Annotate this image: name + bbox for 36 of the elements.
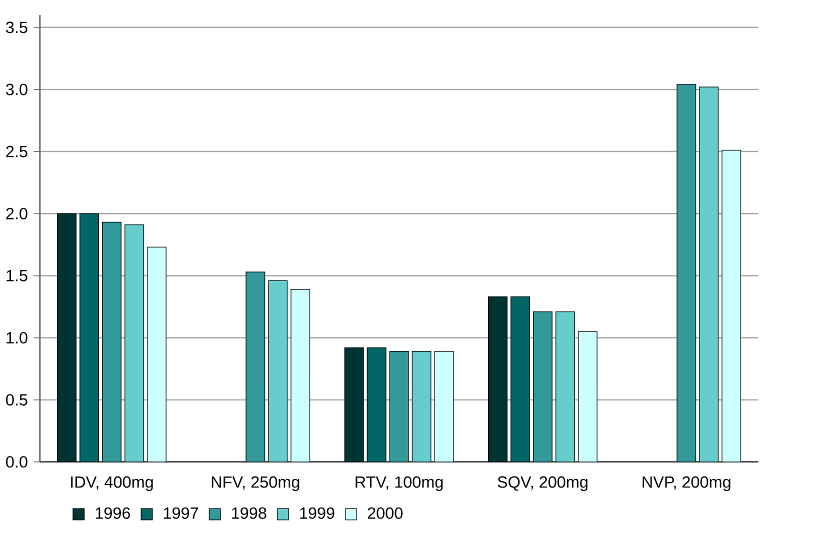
legend-label: 1999 (300, 507, 334, 519)
bar (246, 272, 266, 462)
bar (510, 296, 530, 462)
bar (268, 280, 288, 462)
bar (699, 86, 719, 462)
x-tick-label: SQV, 200mg (498, 476, 588, 492)
bar (290, 289, 310, 462)
x-tick-label: IDV, 400mg (71, 476, 153, 492)
y-tick-label: 3.5 (6, 22, 28, 34)
bar (412, 351, 432, 462)
y-tick-label: 1.0 (6, 332, 28, 344)
bar (389, 351, 409, 462)
y-tick-label: 3.0 (6, 84, 28, 96)
legend-label: 1996 (96, 507, 130, 519)
bar (555, 311, 575, 462)
x-tick-label: NVP, 200mg (642, 476, 730, 492)
bar (722, 150, 742, 462)
bar (124, 224, 144, 462)
bar (366, 347, 386, 462)
bar (80, 213, 99, 462)
y-tick-label: 2.5 (6, 146, 28, 158)
bar (146, 246, 166, 462)
y-tick-label: 0.5 (6, 394, 28, 406)
legend-label: 1997 (164, 507, 198, 519)
legend-label: 1998 (232, 507, 266, 519)
bar (434, 351, 454, 462)
bar (578, 331, 598, 462)
x-tick-label: NFV, 250mg (212, 476, 300, 492)
x-tick-label: RTV, 100mg (356, 476, 443, 492)
y-tick-label: 2.0 (6, 208, 28, 220)
bar (102, 222, 122, 462)
legend-label: 2000 (368, 507, 403, 519)
y-tick-label: 1.5 (6, 270, 28, 282)
bar (676, 84, 696, 462)
bar (532, 311, 552, 462)
y-tick-label: 0.0 (6, 456, 28, 468)
